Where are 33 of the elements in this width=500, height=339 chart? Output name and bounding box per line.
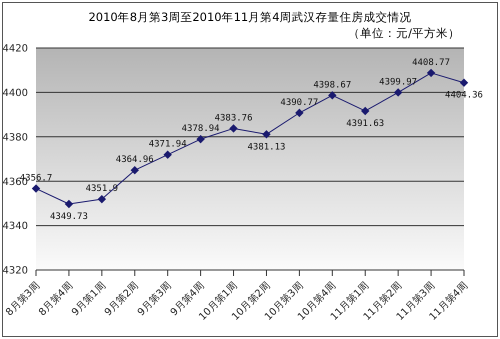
point (196, 135, 205, 144)
point (130, 166, 139, 174)
y-tick-label: 4380 (2, 132, 28, 144)
data-label: 4349.73 (50, 212, 88, 222)
point (32, 184, 40, 193)
point (394, 88, 402, 96)
y-tick-label: 4320 (2, 266, 28, 277)
data-label: 4398.67 (313, 80, 352, 90)
data-label: 4404.36 (445, 90, 483, 101)
point (64, 200, 73, 208)
point (328, 91, 336, 100)
data-label: 4408.77 (412, 58, 450, 68)
point (262, 130, 270, 138)
data-label: 4390.77 (280, 98, 318, 108)
point (295, 108, 304, 117)
chart-title: 2010年8月第3周至2010年11月第4周武汉存量住房成交情况 (87, 10, 413, 25)
point (164, 150, 172, 159)
data-label: 4378.94 (182, 124, 220, 134)
point (230, 124, 238, 132)
point (460, 78, 468, 87)
point (427, 68, 436, 77)
data-label: 4371.94 (148, 140, 187, 150)
y-tick-label: 4400 (2, 88, 28, 99)
data-label: 4391.63 (346, 118, 384, 129)
point (361, 106, 370, 115)
data-label: 4381.13 (247, 142, 286, 152)
point (98, 195, 106, 204)
data-label: 4383.76 (214, 113, 253, 124)
data-label: 4399.97 (379, 77, 418, 88)
data-label: 4364.96 (116, 155, 154, 166)
y-tick-label: 4420 (2, 44, 28, 55)
chart-subtitle: （单位：元/平方米） (348, 26, 460, 41)
y-tick-label: 4340 (2, 221, 28, 232)
